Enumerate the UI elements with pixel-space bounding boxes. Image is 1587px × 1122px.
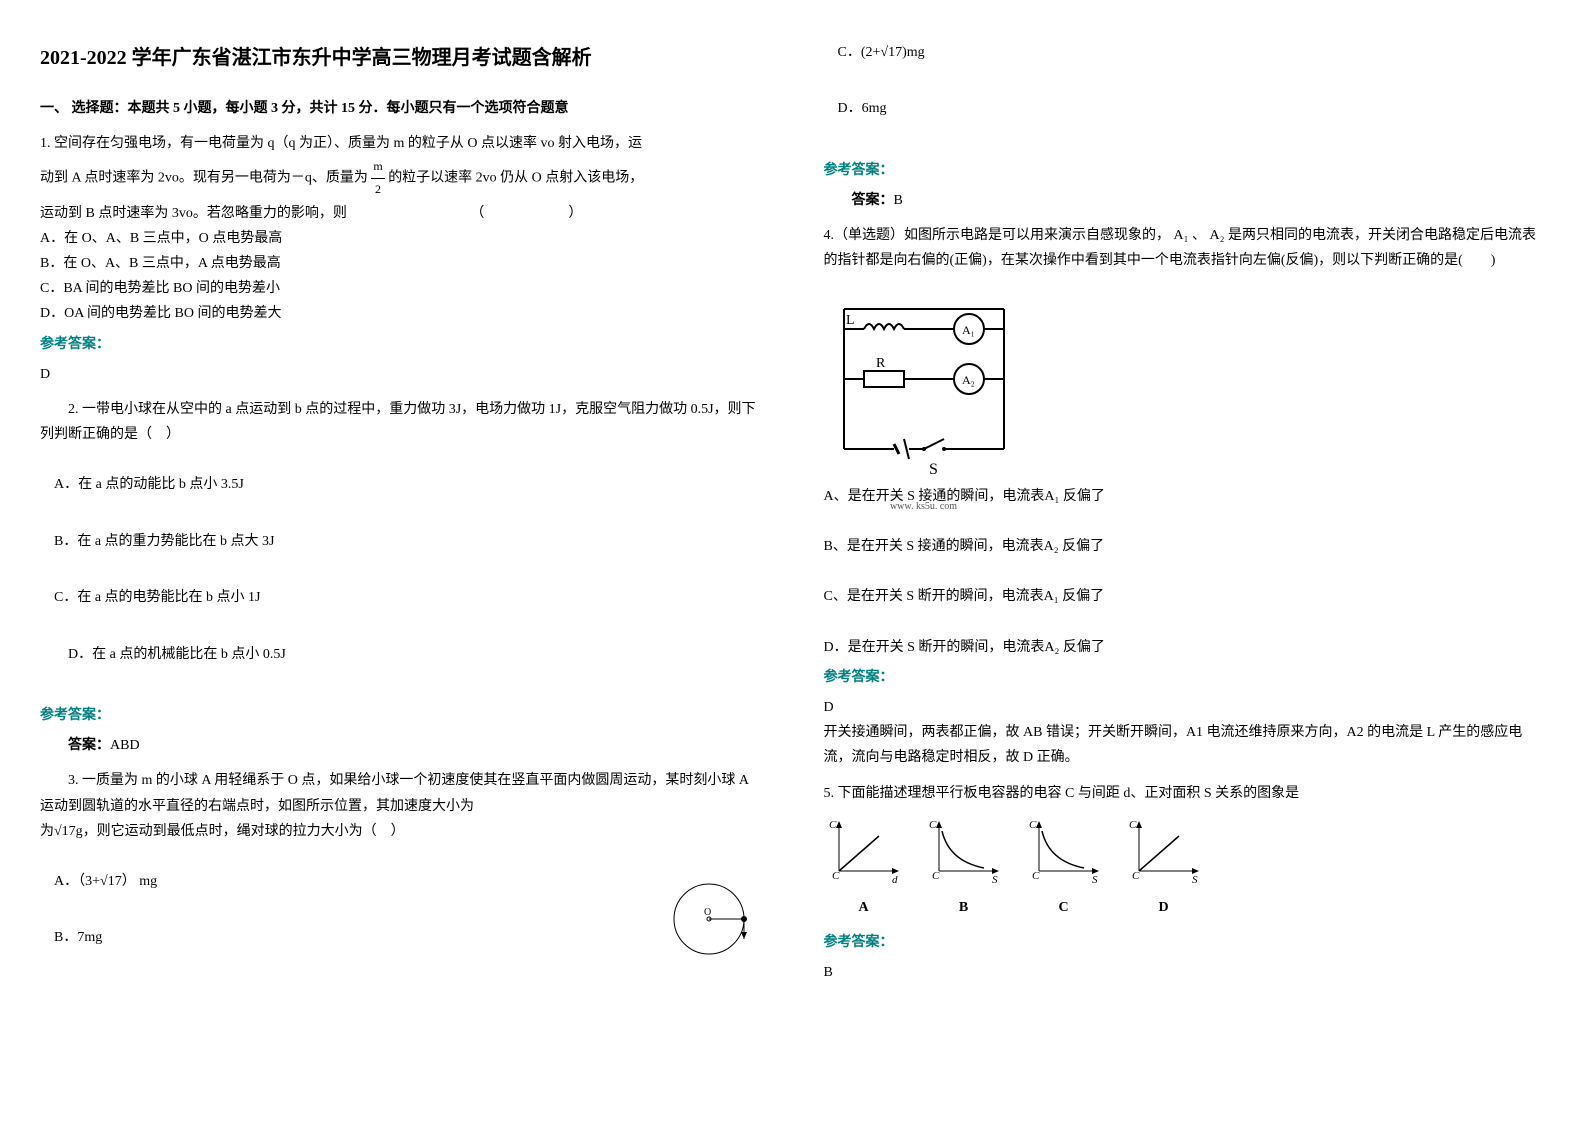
- q2-option-b: B．在 a 点的重力势能比在 b 点大 3J: [54, 529, 764, 554]
- svg-text:S: S: [1192, 874, 1198, 886]
- q2-answer: 答案：ABD: [68, 733, 764, 758]
- q4-text: 4.（单选题）如图所示电路是可以用来演示自感现象的， A₁ 、 A₂ 是两只相同…: [824, 223, 1548, 273]
- svg-text:C: C: [1132, 870, 1140, 882]
- label-S: S: [929, 461, 938, 478]
- label-R: R: [876, 356, 886, 371]
- chart-option-a: C C d A: [824, 816, 904, 920]
- label-A1: A₁: [962, 323, 975, 337]
- question-1: 1. 空间存在匀强电场，有一电荷量为 q（q 为正）、质量为 m 的粒子从 O …: [40, 131, 764, 387]
- q4-answer-label: 参考答案：: [824, 665, 1548, 690]
- label-L: L: [846, 313, 855, 328]
- section1-header: 一、 选择题：本题共 5 小题，每小题 3 分，共计 15 分．每小题只有一个选…: [40, 96, 764, 121]
- circuit-diagram: L A₁ R A₂ S: [824, 289, 1024, 469]
- q4-option-c: C、是在开关 S 断开的瞬间，电流表A₁ 反偏了: [824, 584, 1548, 609]
- q1-line1: 1. 空间存在匀强电场，有一电荷量为 q（q 为正）、质量为 m 的粒子从 O …: [40, 131, 764, 156]
- svg-text:O: O: [704, 907, 711, 918]
- svg-text:C: C: [829, 819, 837, 831]
- q3-option-b: B．7mg: [54, 925, 764, 950]
- q4-answer: D: [824, 695, 1548, 720]
- q1-option-d: D．OA 间的电势差比 BO 间的电势差大: [40, 301, 764, 326]
- question-4: 4.（单选题）如图所示电路是可以用来演示自感现象的， A₁ 、 A₂ 是两只相同…: [824, 223, 1548, 770]
- right-column: C．(2+√17)mg D．6mg 参考答案： 答案：B 4.（单选题）如图所示…: [824, 40, 1548, 996]
- q2-option-d: D．在 a 点的机械能比在 b 点小 0.5J: [68, 642, 764, 667]
- chart-option-b: C C S B: [924, 816, 1004, 920]
- q3-option-c: C．(2+√17)mg: [838, 40, 1548, 65]
- q1-answer-label: 参考答案：: [40, 332, 764, 357]
- q1-option-c: C．BA 间的电势差比 BO 间的电势差小: [40, 276, 764, 301]
- svg-text:C: C: [1029, 819, 1037, 831]
- q3-text1: 3. 一质量为 m 的小球 A 用轻绳系于 O 点，如果给小球一个初速度使其在竖…: [40, 768, 764, 818]
- svg-text:C: C: [1032, 870, 1040, 882]
- q3-option-d: D．6mg: [838, 96, 1548, 121]
- q5-text: 5. 下面能描述理想平行板电容器的电容 C 与间距 d、正对面积 S 关系的图象…: [824, 781, 1548, 806]
- q2-option-c: C．在 a 点的电势能比在 b 点小 1J: [54, 585, 764, 610]
- q1-option-a: A．在 O、A、B 三点中，O 点电势最高: [40, 226, 764, 251]
- svg-text:C: C: [1129, 819, 1137, 831]
- question-5: 5. 下面能描述理想平行板电容器的电容 C 与间距 d、正对面积 S 关系的图象…: [824, 781, 1548, 986]
- q1-line3: 运动到 B 点时速率为 3vo。若忽略重力的影响，则 （ ）: [40, 201, 764, 226]
- fraction-m-over-2: m 2: [371, 156, 384, 200]
- question-3: 3. 一质量为 m 的小球 A 用轻绳系于 O 点，如果给小球一个初速度使其在竖…: [40, 768, 764, 950]
- q5-chart-options: C C d A C C S: [824, 816, 1548, 920]
- label-A2: A₂: [962, 373, 975, 387]
- svg-text:S: S: [992, 874, 998, 886]
- svg-text:C: C: [929, 819, 937, 831]
- svg-text:C: C: [832, 870, 840, 882]
- q2-answer-label: 参考答案：: [40, 703, 764, 728]
- chart-option-d: C C S D: [1124, 816, 1204, 920]
- exam-title: 2021-2022 学年广东省湛江市东升中学高三物理月考试题含解析: [40, 40, 764, 76]
- q2-text: 2. 一带电小球在从空中的 a 点运动到 b 点的过程中，重力做功 3J，电场力…: [40, 397, 764, 447]
- q5-answer: B: [824, 960, 1548, 985]
- q4-option-d: D．是在开关 S 断开的瞬间，电流表A₂ 反偏了: [824, 635, 1548, 660]
- svg-text:C: C: [932, 870, 940, 882]
- q3-answer: 答案：B: [852, 188, 1548, 213]
- svg-text:d: d: [892, 874, 898, 886]
- left-column: 2021-2022 学年广东省湛江市东升中学高三物理月考试题含解析 一、 选择题…: [40, 40, 764, 996]
- circle-diagram: O: [664, 869, 764, 978]
- question-2: 2. 一带电小球在从空中的 a 点运动到 b 点的过程中，重力做功 3J，电场力…: [40, 397, 764, 758]
- q4-option-b: B、是在开关 S 接通的瞬间，电流表A₂ 反偏了: [824, 534, 1548, 559]
- chart-option-c: C C S C: [1024, 816, 1104, 920]
- q3-answer-label: 参考答案：: [824, 158, 1548, 183]
- q4-explanation: 开关接通瞬间，两表都正偏，故 AB 错误；开关断开瞬间，A1 电流还维持原来方向…: [824, 720, 1548, 770]
- q1-option-b: B．在 O、A、B 三点中，A 点电势最高: [40, 251, 764, 276]
- q1-line2: 动到 A 点时速率为 2vo。现有另一电荷为－q、质量为 m 2 的粒子以速率 …: [40, 156, 764, 200]
- q5-answer-label: 参考答案：: [824, 930, 1548, 955]
- q3-text2: 为√17g，则它运动到最低点时，绳对球的拉力大小为（ ）: [40, 819, 764, 844]
- q2-option-a: A．在 a 点的动能比 b 点小 3.5J: [54, 472, 764, 497]
- q3-option-a: A．（3+√17） mg: [54, 869, 764, 894]
- svg-text:S: S: [1092, 874, 1098, 886]
- q1-answer: D: [40, 362, 764, 387]
- q4-option-a: A、是在开关 S 接通的瞬间，电流表A₁ 反偏了: [824, 484, 1548, 509]
